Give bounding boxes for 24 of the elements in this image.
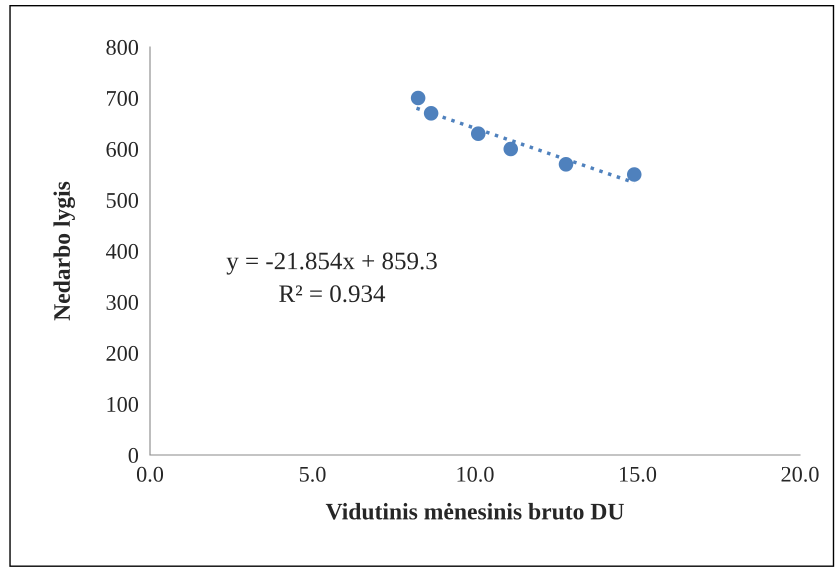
y-tick-label: 500 <box>106 192 138 208</box>
point <box>410 90 426 106</box>
y-tick-label: 600 <box>106 142 138 157</box>
annotation: y = -21.854x + 859.3 <box>226 252 437 275</box>
point <box>558 157 574 172</box>
point <box>424 106 438 121</box>
point <box>626 167 642 182</box>
x-tick-label: 10.0 <box>458 466 494 482</box>
y-tick-label: 300 <box>106 294 138 310</box>
point <box>503 142 518 156</box>
y-tick-label: 400 <box>106 244 138 259</box>
y-tick-label: 200 <box>106 346 138 361</box>
point <box>470 126 486 141</box>
y-tick-label: 700 <box>107 90 138 106</box>
y-axis-title: Nedarbo lygis <box>53 182 75 320</box>
x-tick-label: 5.0 <box>300 466 326 482</box>
annotation: R² = 0.934 <box>279 285 386 302</box>
x-tick-label: 20.0 <box>782 466 819 482</box>
y-tick-label: 100 <box>108 396 138 412</box>
x-tick-label: 0.0 <box>136 466 164 482</box>
x-axis-title: Vidutinis mėnesinis bruto DU <box>326 502 624 520</box>
x-tick-label: 15.0 <box>620 466 656 482</box>
y-tick-label: 800 <box>106 40 138 55</box>
y-tick-label: 0 <box>128 448 138 463</box>
